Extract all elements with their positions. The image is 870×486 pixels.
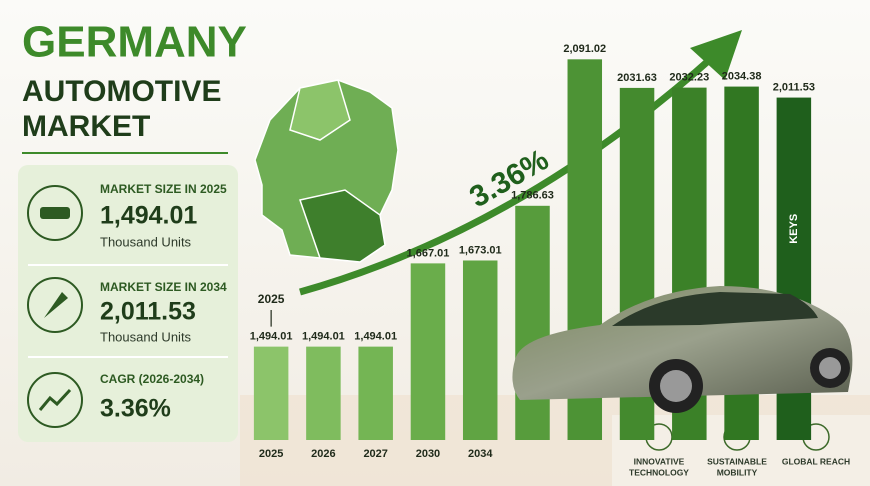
value-label: 1,673.01 — [459, 244, 502, 256]
car-wheel — [819, 357, 841, 379]
stat-value: 2,011.53 — [100, 298, 196, 326]
value-label: 2,091.02 — [563, 43, 606, 55]
feature-label: SUSTAINABLE — [707, 456, 767, 466]
value-label: 2032.23 — [669, 72, 709, 84]
map-region — [299, 189, 386, 263]
car-window — [612, 292, 818, 326]
feature-label: MOBILITY — [717, 467, 758, 477]
subtitle: AUTOMOTIVE — [22, 75, 221, 108]
x-tick-label: 2027 — [363, 448, 387, 460]
stat-label: MARKET SIZE IN 2034 — [100, 280, 227, 294]
growth-arrowhead — [690, 30, 742, 80]
stat-unit: Thousand Units — [100, 329, 192, 344]
icon-growth — [27, 372, 83, 428]
car-wheel — [660, 370, 692, 402]
icon-car — [40, 207, 70, 219]
value-label: 1,494.01 — [354, 331, 397, 343]
x-tick-label: 2026 — [311, 448, 335, 460]
value-label: 2031.63 — [617, 72, 657, 84]
value-label: 1,786.63 — [511, 190, 554, 202]
value-label: 2,011.53 — [773, 81, 815, 93]
subtitle: MARKET — [22, 110, 150, 143]
car — [512, 286, 853, 413]
value-label: 1,494.01 — [250, 331, 293, 343]
title: GERMANY — [22, 18, 247, 67]
map-region — [289, 79, 351, 141]
stat-label: CAGR (2026-2034) — [100, 372, 204, 386]
feature-label: GLOBAL REACH — [782, 456, 850, 466]
bar — [358, 346, 393, 440]
bar — [306, 346, 341, 440]
x-tick-label: 2034 — [468, 448, 493, 460]
stat-value: 1,494.01 — [100, 202, 197, 230]
feature-label: TECHNOLOGY — [629, 467, 689, 477]
icon-rocket — [27, 277, 83, 333]
feature-label: INNOVATIVE — [634, 456, 685, 466]
bar — [515, 205, 550, 440]
icon-rocket — [44, 292, 68, 318]
annotation: KEYS — [788, 214, 800, 244]
x-tick-label: 2030 — [416, 448, 440, 460]
stat-label: MARKET SIZE IN 2025 — [100, 182, 227, 196]
value-label: 1,494.01 — [302, 331, 345, 343]
icon-car — [27, 185, 83, 241]
value-label: 2034.38 — [722, 70, 762, 82]
bar — [462, 260, 498, 440]
growth-arrow — [299, 52, 718, 296]
value-label: 1,667.01 — [407, 247, 450, 259]
stat-value: 3.36% — [100, 395, 171, 423]
icon-growth — [38, 388, 72, 411]
stat-unit: Thousand Units — [100, 234, 192, 249]
annotation: 2025 — [258, 292, 285, 306]
stat-cards — [18, 165, 238, 442]
x-tick-label: 2025 — [259, 448, 283, 460]
bar — [253, 346, 289, 440]
bar — [410, 263, 446, 440]
